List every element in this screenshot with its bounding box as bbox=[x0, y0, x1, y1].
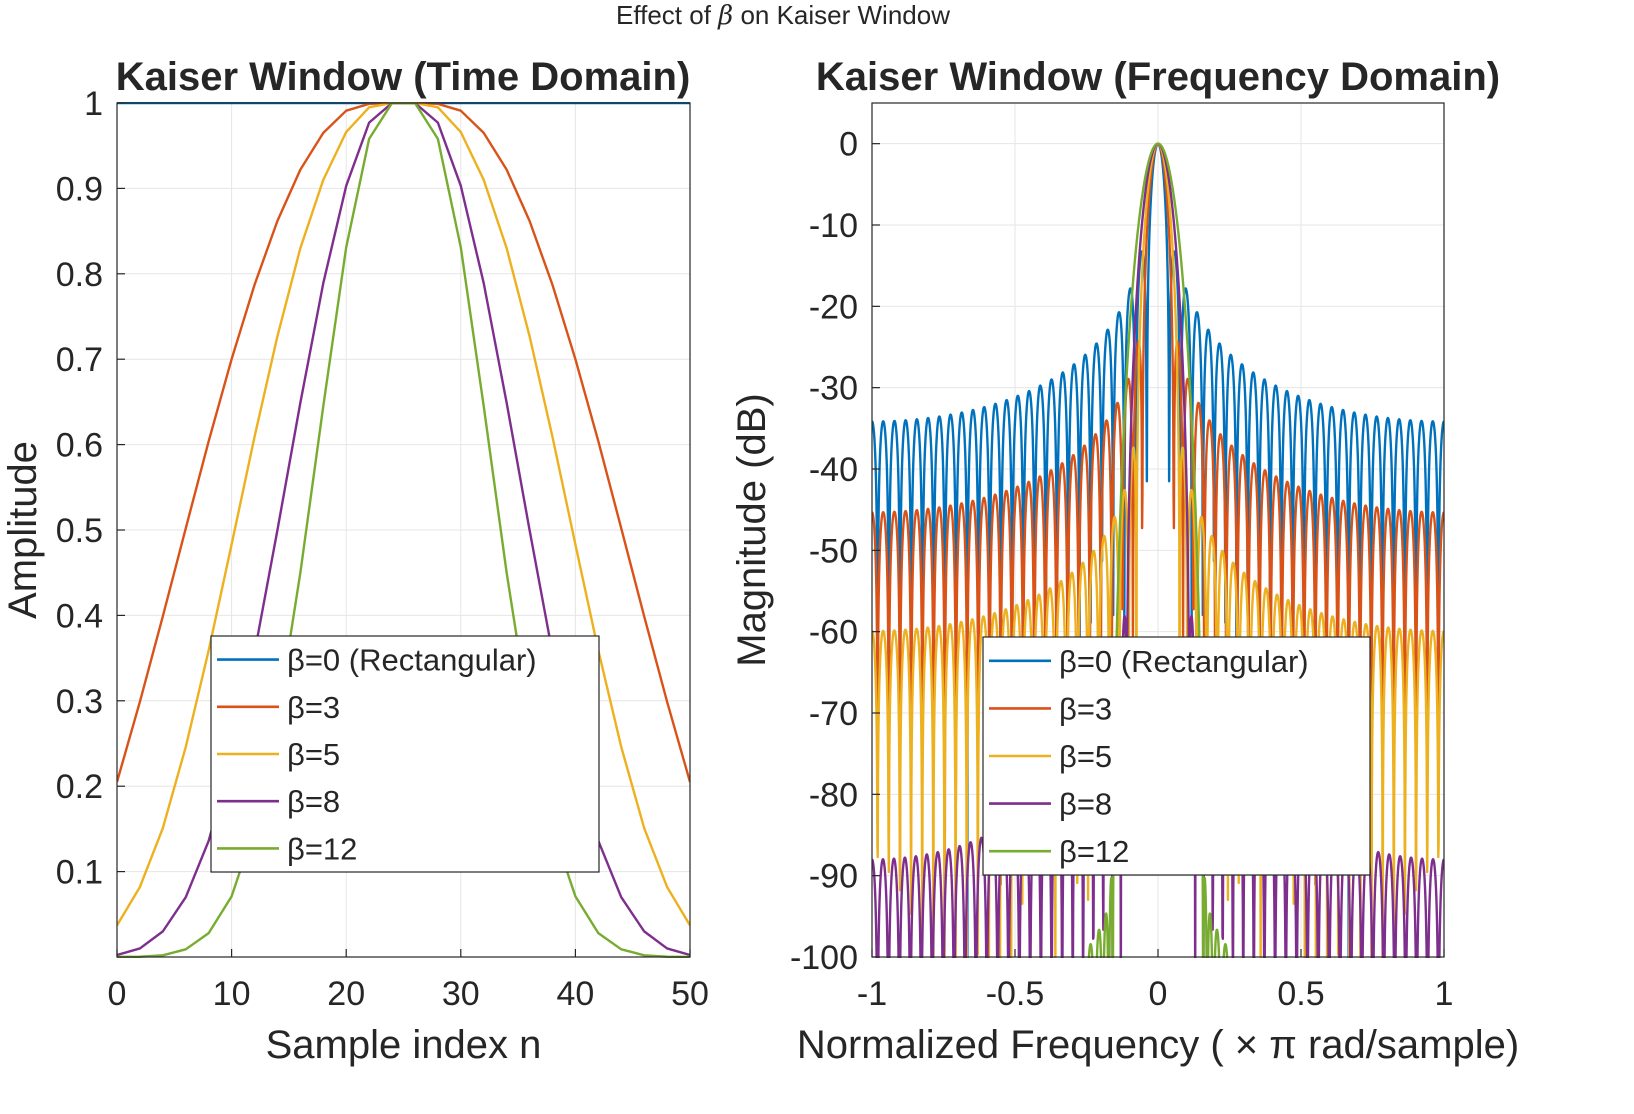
x-tick-label: 30 bbox=[442, 975, 480, 1013]
y-tick-label: -30 bbox=[809, 370, 858, 408]
y-tick-label: 1 bbox=[84, 85, 103, 123]
legend-entry: β=3 bbox=[1059, 691, 1112, 726]
y-axis-label: Amplitude bbox=[1, 441, 45, 619]
x-tick-label: -0.5 bbox=[986, 975, 1045, 1013]
y-tick-label: -10 bbox=[809, 207, 858, 245]
figure-suptitle: Effect of β on Kaiser Window bbox=[616, 0, 950, 31]
legend-entry: β=8 bbox=[287, 784, 340, 819]
x-tick-label: 0.5 bbox=[1277, 975, 1324, 1013]
series-line-4 bbox=[1087, 142, 1229, 958]
y-tick-label: -100 bbox=[790, 939, 858, 977]
y-tick-label: -80 bbox=[809, 776, 858, 814]
legend-entry: β=8 bbox=[1059, 787, 1112, 822]
legend-entry: β=5 bbox=[1059, 739, 1112, 774]
y-axis-label: Magnitude (dB) bbox=[730, 393, 774, 666]
legend-entry: β=3 bbox=[287, 690, 340, 725]
y-tick-label: 0.7 bbox=[56, 341, 103, 379]
x-tick-label: 40 bbox=[556, 975, 594, 1013]
y-tick-label: -40 bbox=[809, 451, 858, 489]
legend: β=0 (Rectangular) β=3 β=5 β=8 β=12 bbox=[210, 635, 600, 873]
tick-labels: -1 -0.5 0 0.5 1 0 -10 -20 -30 -40 -50 -60 -70 -80 -90 -… bbox=[790, 126, 1454, 1013]
y-tick-label: 0.9 bbox=[56, 170, 103, 208]
x-axis-label: Normalized Frequency ( × π rad/sample) bbox=[797, 1023, 1519, 1067]
x-axis-label: Sample index n bbox=[266, 1023, 542, 1067]
y-tick-label: 0.3 bbox=[56, 683, 103, 721]
y-tick-label: -20 bbox=[809, 288, 858, 326]
y-tick-label: -70 bbox=[809, 695, 858, 733]
y-tick-label: 0.8 bbox=[56, 256, 103, 294]
y-tick-label: -60 bbox=[809, 614, 858, 652]
legend-entry: β=5 bbox=[287, 737, 340, 772]
x-tick-label: 0 bbox=[108, 975, 127, 1013]
y-tick-label: -50 bbox=[809, 532, 858, 570]
tick-labels: 0 10 20 30 40 50 0.1 0.2 0.3 0.4 0.5 0.6 0.7 0.8 0.9 1 bbox=[56, 85, 709, 1013]
y-tick-label: -90 bbox=[809, 858, 858, 896]
suptitle-prefix: Effect of bbox=[616, 0, 712, 30]
y-tick-label: 0.4 bbox=[56, 597, 103, 635]
suptitle-suffix: on Kaiser Window bbox=[740, 0, 950, 30]
legend-entry: β=0 (Rectangular) bbox=[287, 643, 537, 678]
legend: β=0 (Rectangular) β=3 β=5 β=8 β=12 bbox=[982, 636, 1371, 876]
y-tick-label: 0.2 bbox=[56, 768, 103, 806]
y-tick-label: 0 bbox=[839, 126, 858, 164]
time-domain-panel: 0 10 20 30 40 50 0.1 0.2 0.3 0.4 0.5 0.6 0.7 0.8 0.9 1K… bbox=[1, 55, 709, 1067]
x-tick-label: 1 bbox=[1435, 975, 1454, 1013]
legend-entry: β=0 (Rectangular) bbox=[1059, 644, 1309, 679]
x-tick-label: 10 bbox=[213, 975, 251, 1013]
y-tick-label: 0.1 bbox=[56, 854, 103, 892]
x-tick-label: -1 bbox=[857, 975, 887, 1013]
panel-title: Kaiser Window (Frequency Domain) bbox=[816, 55, 1500, 99]
legend-entry: β=12 bbox=[287, 831, 357, 866]
x-tick-label: 0 bbox=[1149, 975, 1168, 1013]
frequency-domain-panel: -1 -0.5 0 0.5 1 0 -10 -20 -30 -40 -50 -60 -70 -80 -90 -… bbox=[730, 55, 1519, 1067]
y-tick-label: 0.6 bbox=[56, 427, 103, 465]
x-tick-label: 50 bbox=[671, 975, 709, 1013]
suptitle-beta-symbol: β bbox=[717, 1, 733, 31]
legend-entry: β=12 bbox=[1059, 834, 1129, 869]
x-tick-label: 20 bbox=[327, 975, 365, 1013]
y-tick-label: 0.5 bbox=[56, 512, 103, 550]
panel-title: Kaiser Window (Time Domain) bbox=[116, 55, 691, 99]
